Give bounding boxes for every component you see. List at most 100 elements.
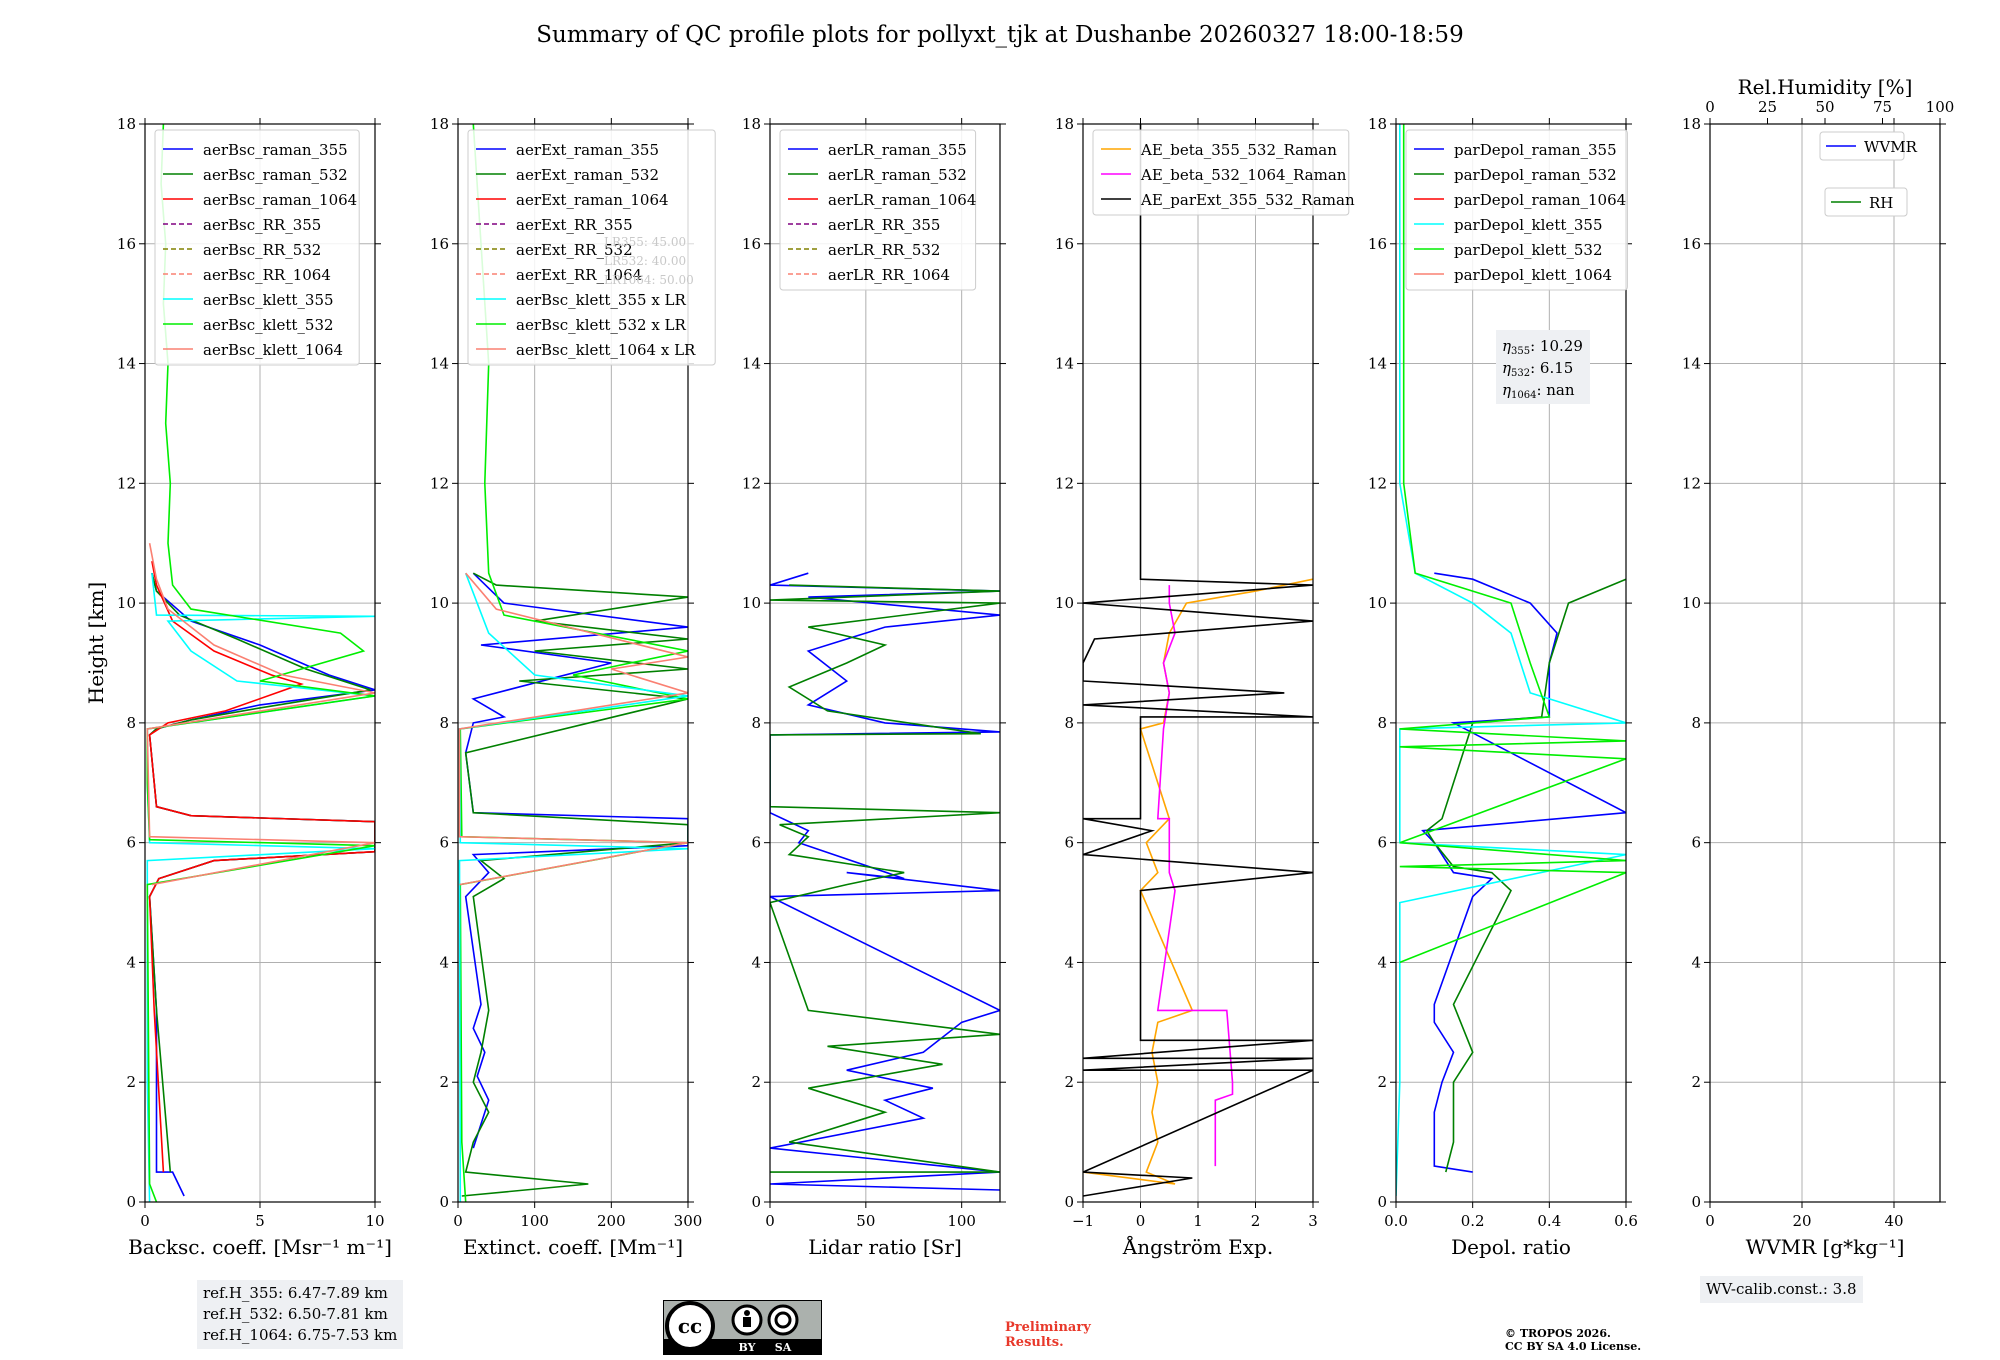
y-tick-label: 8 (1377, 714, 1387, 732)
series-AE_beta_355_532_Raman (1083, 578, 1313, 1185)
x-tick-label: 0.4 (1537, 1212, 1561, 1230)
y-tick-label: 10 (1055, 594, 1074, 612)
x-tick-label: 0 (453, 1212, 463, 1230)
y-axis-label: Height [km] (84, 582, 108, 704)
x-tick-label: 5 (255, 1212, 265, 1230)
eta-1064: η1064: nan (1502, 381, 1575, 401)
series-aerExt_raman_355 (464, 572, 688, 1149)
ref-height-1064: ref.H_1064: 6.75-7.53 km (203, 1326, 398, 1344)
cc-by-sa-badge[interactable]: cc BY SA (663, 1300, 822, 1355)
legend-box (779, 129, 977, 291)
series-parDepol_klett_532 (1399, 124, 1626, 964)
y-tick-label: 16 (1368, 235, 1387, 253)
cc-text: cc (678, 1314, 702, 1338)
x-tick-label: −1 (1072, 1212, 1094, 1230)
legend: parDepol_raman_355 parDepol_raman_532 parD… (1405, 129, 1628, 291)
legend-label: parDepol_klett_1064 (1454, 266, 1612, 284)
y-tick-label: 2 (126, 1073, 136, 1091)
y-tick-label: 4 (126, 953, 136, 971)
y-tick-label: 0 (751, 1193, 761, 1211)
y-tick-label: 10 (742, 594, 761, 612)
x-tick-label: 0 (1136, 1212, 1146, 1230)
lr-value-lr355: LR355: 45.00 (604, 235, 686, 249)
x-tick-label: 0.6 (1614, 1212, 1638, 1230)
y-tick-label: 14 (1682, 355, 1701, 373)
lr-value-lr1064: LR1064: 50.00 (604, 273, 694, 287)
legend-label: aerExt_RR_1064 (516, 266, 642, 284)
legend-box (154, 129, 360, 366)
x-tick-label: 40 (1884, 1212, 1903, 1230)
series-aerBsc_klett_355 (146, 573, 375, 1202)
y-tick-label: 8 (751, 714, 761, 732)
y-tick-label: 12 (430, 474, 449, 492)
y-tick-label: 12 (1682, 474, 1701, 492)
eta-box-bg (1496, 330, 1590, 404)
y-tick-label: 2 (751, 1073, 761, 1091)
y-tick-label: 18 (430, 115, 449, 133)
x2-tick-label: 100 (1926, 98, 1955, 116)
x-tick-label: 200 (597, 1212, 626, 1230)
series-AE_beta_532_1064_Raman (1156, 585, 1234, 1167)
x-axis-label: Extinct. coeff. [Mm⁻¹] (463, 1235, 683, 1259)
y-tick-label: 4 (1377, 953, 1387, 971)
series-aerExt_raman_532 (461, 572, 688, 1197)
y-tick-label: 10 (430, 594, 449, 612)
y-tick-label: 4 (439, 953, 449, 971)
y-tick-label: 12 (742, 474, 761, 492)
y-tick-label: 12 (1368, 474, 1387, 492)
sa-share-icon (767, 1304, 799, 1336)
legend-label: AE_beta_532_1064_Raman (1140, 166, 1347, 184)
y-tick-label: 0 (126, 1193, 136, 1211)
legend-box (1092, 129, 1350, 216)
x-tick-label: 300 (674, 1212, 703, 1230)
x-axis-label: Backsc. coeff. [Msr⁻¹ m⁻¹] (128, 1235, 392, 1259)
series-aerLR_raman_532 (770, 584, 1000, 1173)
legend-label: aerBsc_klett_1064 (203, 341, 343, 359)
y-tick-label: 6 (1064, 834, 1074, 852)
copyright-note: © TROPOS 2026. CC BY SA 4.0 License. (1505, 1327, 1641, 1353)
x-tick-label: 0 (1705, 1212, 1715, 1230)
legend-label: WVMR (1864, 138, 1918, 156)
series-aerBsc_klett_1064 (146, 543, 375, 886)
y-tick-label: 0 (1377, 1193, 1387, 1211)
y-tick-label: 6 (1691, 834, 1701, 852)
legend-label: aerExt_raman_532 (516, 166, 659, 184)
legend-label: aerBsc_klett_532 (203, 316, 334, 334)
x-tick-label: 2 (1251, 1212, 1261, 1230)
x-axis-label: Depol. ratio (1451, 1235, 1571, 1259)
series-group (146, 124, 375, 1202)
legend-box (1405, 129, 1628, 291)
legend-label: aerExt_raman_1064 (516, 191, 669, 209)
y-tick-label: 14 (1368, 355, 1387, 373)
panel-bsc: 0 2 4 6 8 10 12 14 16 18 0 5 10 Backsc. coeff. [Msr⁻¹… (117, 115, 392, 1259)
panel-lr: 0 2 4 6 8 10 12 14 16 18 0 50 100 Lidar ratio [Sr] aer… (742, 115, 1006, 1259)
x2-tick-label: 50 (1815, 98, 1834, 116)
y-tick-label: 0 (1691, 1193, 1701, 1211)
y-tick-label: 18 (1055, 115, 1074, 133)
legend-label: parDepol_raman_1064 (1454, 191, 1626, 209)
preliminary-note: Preliminary Results. (1005, 1320, 1091, 1350)
legend-label: aerBsc_raman_1064 (203, 191, 357, 209)
wv-calibration-box: WV-calib.const.: 3.8 (1700, 1276, 1863, 1303)
series-parDepol_raman_355 (1421, 572, 1626, 1173)
x-tick-label: 10 (365, 1212, 384, 1230)
copyright-line-2: CC BY SA 4.0 License. (1505, 1340, 1642, 1353)
y-tick-label: 6 (126, 834, 136, 852)
y-tick-label: 16 (117, 235, 136, 253)
legend: aerExt_raman_355 aerExt_raman_532 aerExt_r… (467, 129, 716, 366)
y-tick-label: 18 (117, 115, 136, 133)
x2-tick-label: 75 (1873, 98, 1892, 116)
y-tick-label: 6 (751, 834, 761, 852)
y-tick-label: 10 (1682, 594, 1701, 612)
legend-label: aerLR_raman_1064 (828, 191, 976, 209)
legend-label: aerLR_RR_1064 (828, 266, 950, 284)
y-tick-label: 12 (117, 474, 136, 492)
series-aerBsc_klett_1064 x LR (458, 572, 688, 886)
y-tick-label: 14 (1055, 355, 1074, 373)
legend-label: parDepol_klett_532 (1454, 241, 1603, 259)
x-tick-label: 100 (520, 1212, 549, 1230)
panel-frame (1395, 123, 1627, 1203)
